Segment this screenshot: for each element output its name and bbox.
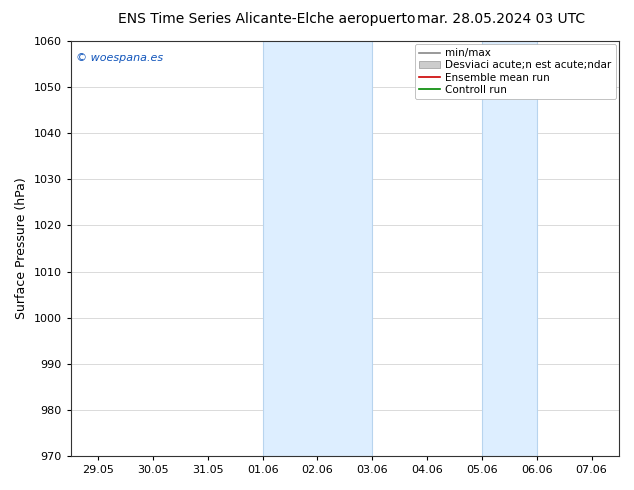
- Y-axis label: Surface Pressure (hPa): Surface Pressure (hPa): [15, 178, 28, 319]
- Bar: [482, 41, 537, 456]
- Text: © woespana.es: © woespana.es: [76, 53, 164, 64]
- Text: ENS Time Series Alicante-Elche aeropuerto: ENS Time Series Alicante-Elche aeropuert…: [117, 12, 415, 26]
- Text: mar. 28.05.2024 03 UTC: mar. 28.05.2024 03 UTC: [417, 12, 585, 26]
- Legend: min/max, Desviaci acute;n est acute;ndar, Ensemble mean run, Controll run: min/max, Desviaci acute;n est acute;ndar…: [415, 44, 616, 99]
- Bar: [262, 41, 372, 456]
